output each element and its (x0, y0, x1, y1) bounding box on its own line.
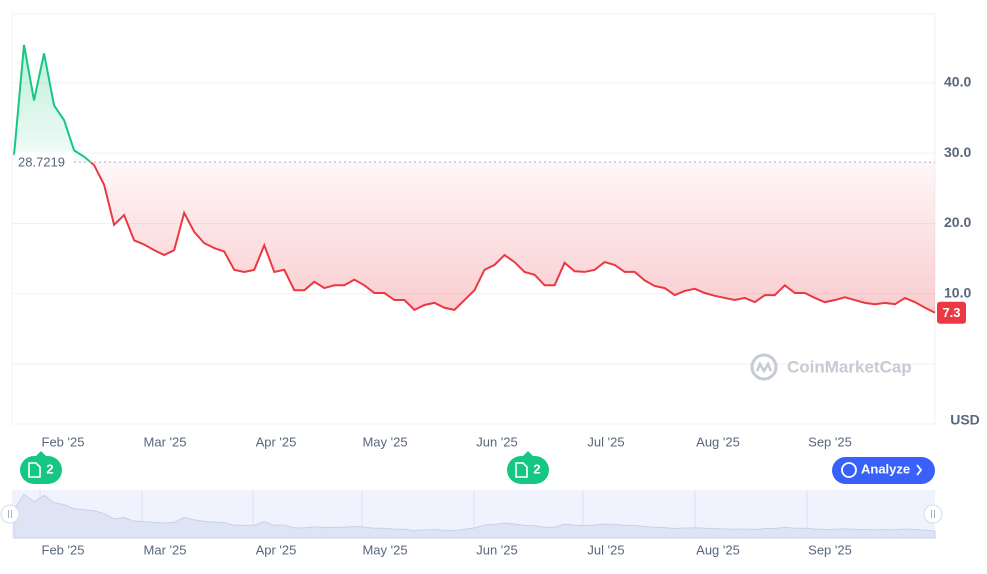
navigator-tick-label: Aug '25 (696, 542, 740, 557)
y-tick-label: 40.0 (944, 74, 971, 90)
analyze-button[interactable]: Analyze (832, 457, 935, 484)
navigator-tick-label: Jul '25 (587, 542, 624, 557)
baseline-label: 28.7219 (18, 155, 65, 170)
currency-unit: USD (950, 412, 980, 428)
x-tick-label: Sep '25 (808, 434, 852, 449)
x-tick-label: Feb '25 (42, 434, 85, 449)
watermark: CoinMarketCap (750, 353, 912, 381)
navigator-tick-label: Sep '25 (808, 542, 852, 557)
y-tick-label: 20.0 (944, 214, 971, 230)
baseline-label-box (14, 152, 74, 173)
navigator-tick-label: Jun '25 (476, 542, 518, 557)
x-tick-label: Jun '25 (476, 434, 518, 449)
last-price-label: 7.3 (942, 305, 960, 320)
x-tick-label: Mar '25 (144, 434, 187, 449)
navigator-tick-label: May '25 (362, 542, 407, 557)
watermark-text: CoinMarketCap (787, 357, 912, 376)
analyze-label[interactable]: Analyze (861, 461, 910, 476)
event-count: 2 (533, 461, 540, 476)
event-badge[interactable]: 2 (20, 451, 62, 484)
x-tick-label: May '25 (362, 434, 407, 449)
event-count: 2 (46, 461, 53, 476)
navigator-tick-label: Feb '25 (42, 542, 85, 557)
y-tick-label: 10.0 (944, 284, 971, 300)
price-line-down (89, 162, 936, 314)
navigator-area (13, 493, 936, 539)
last-price-tag (937, 301, 966, 324)
event-badge[interactable]: 2 (507, 451, 549, 484)
x-tick-label: Apr '25 (256, 434, 297, 449)
area-below-baseline (90, 162, 935, 313)
y-tick-label: 30.0 (944, 144, 971, 160)
navigator-tick-label: Mar '25 (144, 542, 187, 557)
navigator-handle[interactable] (0, 504, 20, 524)
x-tick-label: Aug '25 (696, 434, 740, 449)
x-tick-label: Jul '25 (587, 434, 624, 449)
navigator-tick-label: Apr '25 (256, 542, 297, 557)
navigator-handle[interactable] (923, 504, 943, 524)
